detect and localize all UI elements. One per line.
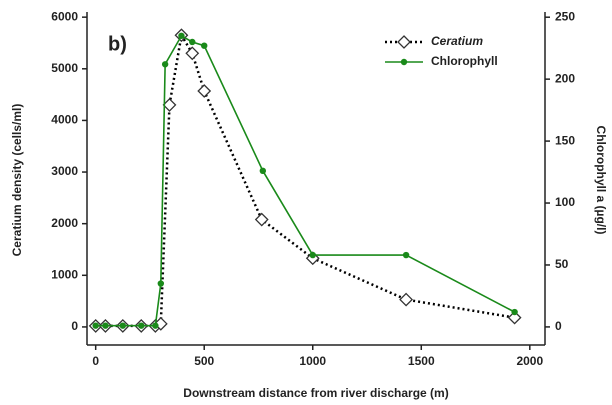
dot-marker	[309, 251, 316, 259]
legend-marker	[397, 35, 411, 49]
y2-axis-label: Chlorophyll a (µg/l)	[594, 126, 608, 235]
diamond-marker	[399, 292, 414, 307]
dot-marker	[259, 167, 267, 175]
legend-label: Ceratium	[431, 34, 483, 48]
dot-marker	[138, 322, 145, 329]
y2-tick-label: 100	[555, 195, 575, 209]
dot-marker	[402, 251, 410, 259]
diamond-marker	[153, 316, 168, 331]
diamond-marker	[305, 251, 320, 266]
panel-label: b)	[108, 33, 127, 55]
y2-tick-label: 50	[555, 257, 569, 271]
x-tick-label: 500	[194, 354, 214, 368]
dot-marker	[152, 322, 159, 329]
y-axis-label: Ceratium density (cells/ml)	[10, 104, 24, 257]
dot-marker	[92, 322, 99, 329]
y2-tick-label: 250	[555, 9, 575, 23]
x-tick-label: 0	[92, 354, 99, 368]
diamond-marker	[507, 310, 522, 325]
y-tick-label: 1000	[51, 267, 78, 281]
x-axis-label: Downstream distance from river discharge…	[183, 386, 448, 400]
diamond-marker	[185, 46, 200, 61]
y-tick-label: 0	[71, 319, 78, 333]
diamond-marker	[254, 212, 269, 227]
diamond-marker	[162, 98, 177, 112]
dot-marker	[189, 38, 196, 46]
diamond-marker	[197, 84, 212, 98]
y2-tick-label: 150	[555, 133, 575, 147]
y-tick-label: 6000	[51, 9, 78, 23]
x-tick-label: 2000	[516, 354, 543, 368]
legend-marker	[400, 58, 408, 66]
dot-marker	[511, 308, 518, 316]
y-tick-label: 2000	[51, 216, 78, 230]
y-tick-label: 5000	[51, 61, 78, 75]
y2-tick-label: 200	[555, 71, 575, 85]
x-tick-label: 1500	[408, 354, 435, 368]
y-tick-label: 3000	[51, 164, 78, 178]
dot-marker	[161, 61, 169, 68]
y2-tick-label: 0	[555, 319, 562, 333]
dot-marker	[201, 42, 208, 49]
x-tick-label: 1000	[299, 354, 326, 368]
dot-marker	[102, 322, 109, 329]
dot-marker	[119, 322, 127, 329]
legend-label: Chlorophyll	[431, 54, 498, 68]
dot-marker	[157, 280, 165, 287]
y-tick-label: 4000	[51, 113, 78, 127]
dot-marker	[178, 32, 185, 39]
